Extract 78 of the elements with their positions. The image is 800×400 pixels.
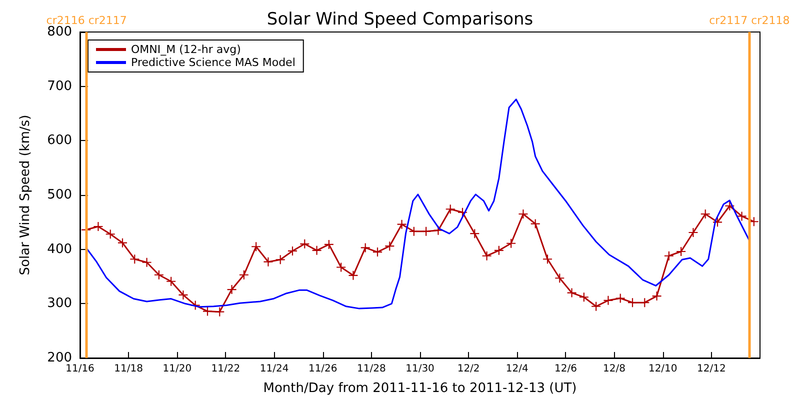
point (227, 285, 236, 294)
point (737, 212, 746, 221)
y-tick-label: 400 (47, 242, 72, 257)
point (300, 239, 310, 248)
x-tick-label: 12/10 (648, 364, 678, 374)
point (688, 228, 698, 237)
point (348, 270, 358, 280)
point (567, 288, 576, 298)
point (676, 247, 686, 256)
x-axis-title: Month/Day from 2011-11-16 to 2011-12-13 (UT) (263, 381, 577, 396)
x-tick-label: 11/20 (162, 364, 192, 374)
point (312, 246, 322, 255)
point (385, 242, 394, 251)
point (482, 251, 492, 260)
point (288, 246, 297, 256)
point (203, 306, 212, 316)
x-tick-label: 12/8 (603, 364, 626, 374)
point (154, 270, 164, 280)
point (592, 302, 601, 311)
point (336, 262, 346, 272)
y-axis-title: Solar Wind Speed (km/s) (18, 114, 33, 276)
point (118, 238, 127, 248)
point (555, 274, 564, 283)
y-tick-label: 700 (47, 78, 72, 94)
x-tick-label: 11/16 (66, 364, 94, 374)
line-series (85, 98, 750, 310)
point (494, 246, 504, 255)
point (215, 307, 224, 316)
y-tick-label: 300 (47, 296, 72, 312)
point (397, 220, 406, 229)
point (409, 226, 418, 236)
point (506, 238, 516, 248)
point (106, 230, 115, 239)
point (130, 254, 140, 264)
x-tick-label: 12/2 (457, 364, 480, 374)
point (470, 229, 480, 238)
x-tick-label: 12/12 (697, 364, 726, 374)
point (530, 219, 540, 228)
x-tick-label: 11/22 (211, 364, 240, 374)
point (373, 248, 382, 257)
point (604, 296, 613, 305)
point (518, 210, 528, 219)
point (178, 290, 188, 300)
point (616, 294, 625, 303)
point (142, 258, 152, 267)
point (276, 255, 285, 264)
point (700, 210, 710, 219)
point (422, 226, 431, 236)
legend-label: Predictive Science MAS Model (131, 56, 296, 69)
y-tick-label: 600 (47, 133, 72, 148)
y-tick-label: 200 (47, 350, 72, 366)
point (360, 243, 370, 252)
point (166, 276, 176, 286)
y-tick-label: 500 (47, 188, 72, 202)
legend-label: OMNI_M (12-hr avg) (131, 43, 241, 56)
point (252, 242, 261, 252)
chart-title: Solar Wind Speed Comparisons (266, 10, 534, 30)
ref-line-label: cr2117 cr2118 (709, 14, 790, 27)
point (446, 204, 455, 214)
point (324, 240, 334, 249)
point (264, 257, 273, 266)
point (543, 254, 552, 264)
point (652, 292, 662, 301)
y-tick-label: 800 (47, 24, 72, 40)
x-tick-label: 11/24 (260, 364, 289, 374)
x-tick-label: 11/28 (357, 364, 386, 374)
point (664, 251, 674, 260)
point (239, 270, 248, 280)
point (94, 222, 103, 232)
ref-line-label: cr2116 cr2117 (46, 14, 127, 27)
x-tick-label: 11/30 (406, 364, 434, 374)
point (579, 292, 588, 302)
x-tick-label: 11/18 (114, 364, 143, 374)
x-tick-label: 11/26 (308, 364, 338, 374)
x-tick-label: 12/6 (554, 364, 577, 374)
point (640, 298, 650, 308)
x-tick-label: 12/4 (506, 364, 528, 374)
point (628, 298, 637, 308)
